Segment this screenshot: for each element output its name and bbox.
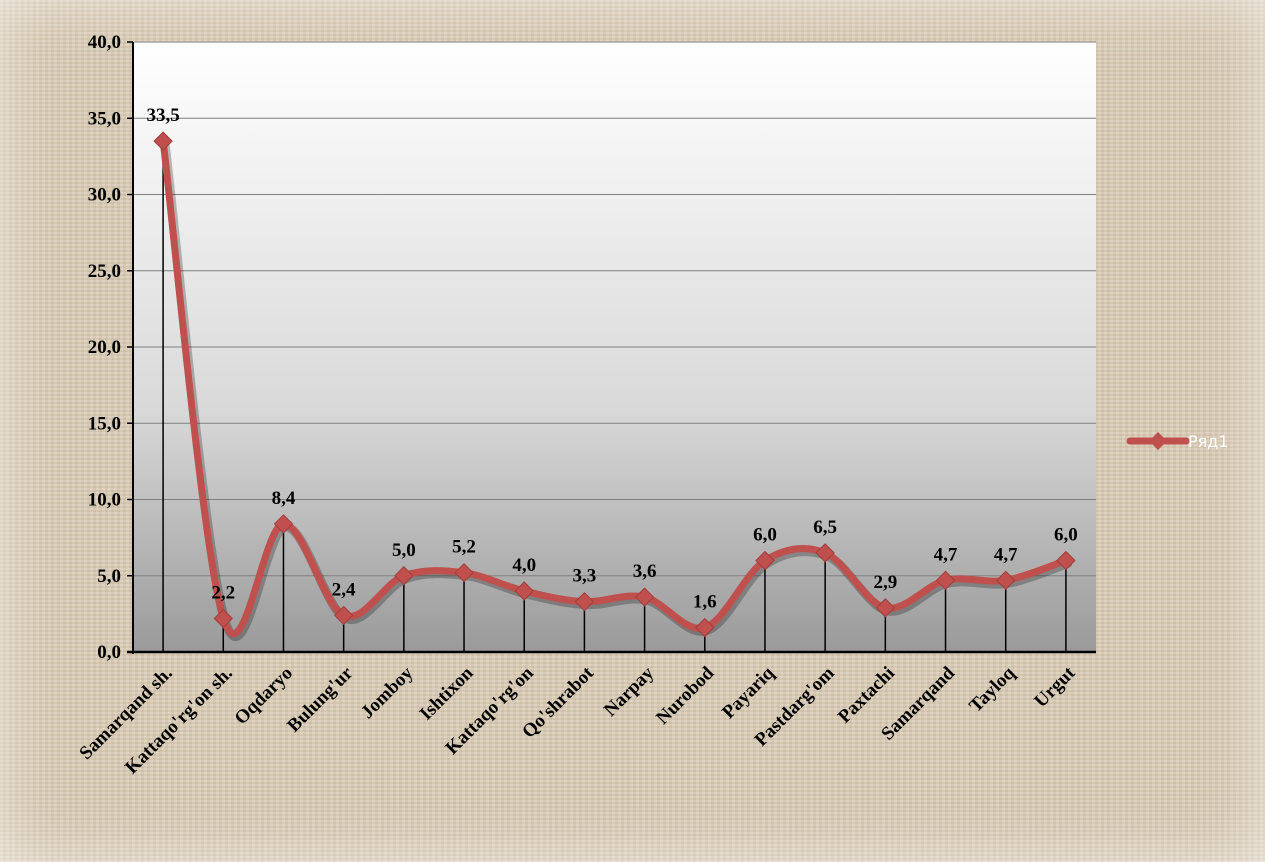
axes — [127, 41, 1096, 654]
data-point-marker — [755, 550, 775, 571]
x-tick-label: Payariq — [718, 662, 779, 723]
data-label: 5,2 — [452, 537, 476, 558]
legend-label: Ряд1 — [1188, 432, 1229, 451]
x-tick-label: Urgut — [1030, 662, 1080, 712]
data-label: 4,7 — [934, 544, 958, 565]
data-point-marker — [815, 543, 835, 563]
y-tick-label: 15,0 — [88, 413, 121, 434]
y-tick-label: 30,0 — [88, 185, 121, 206]
data-label: 6,0 — [1054, 525, 1078, 546]
data-label: 33,5 — [146, 105, 179, 126]
legend: Ряд1 — [1126, 432, 1229, 451]
grid-lines — [133, 41, 1096, 577]
data-point-marker — [153, 131, 173, 151]
data-label: 2,9 — [873, 572, 897, 593]
x-axis-ticks: Samarqand sh.Kattaqo'rg'on sh.OqdaryoBul… — [75, 662, 1080, 778]
data-point-marker — [634, 587, 655, 607]
data-point-marker — [454, 562, 474, 583]
x-tick-label: Ishtixon — [416, 662, 478, 724]
x-tick-label: Bulung'ur — [283, 662, 357, 736]
data-point-marker — [695, 617, 715, 638]
x-tick-label: Kattaqo'rg'on sh. — [121, 663, 237, 779]
y-tick-label: 10,0 — [88, 490, 121, 511]
data-label: 5,0 — [392, 540, 416, 561]
data-point-marker — [996, 570, 1016, 591]
series-markers — [153, 131, 1076, 638]
data-label: 1,6 — [693, 592, 717, 613]
legend-marker — [1149, 432, 1167, 450]
data-point-marker — [935, 570, 956, 591]
data-label: 8,4 — [272, 488, 296, 509]
data-point-marker — [1056, 550, 1076, 571]
x-tick-label: Nurobod — [652, 662, 718, 728]
data-point-marker — [394, 566, 414, 586]
data-label: 4,0 — [512, 555, 536, 576]
data-point-marker — [875, 598, 896, 618]
y-tick-label: 40,0 — [88, 32, 121, 53]
data-label: 3,3 — [573, 566, 597, 587]
data-point-marker — [213, 608, 233, 629]
data-label: 3,6 — [633, 561, 657, 582]
data-label: 6,5 — [813, 517, 837, 538]
y-axis-ticks: 0,0 5,0 10,0 15,0 20,0 25,0 30,0 35,0 40,0 — [88, 32, 121, 663]
y-tick-label: 25,0 — [88, 261, 121, 282]
y-tick-label: 5,0 — [97, 566, 121, 587]
drop-lines — [162, 141, 1067, 652]
data-label: 6,0 — [753, 525, 777, 546]
data-labels: 33,5 2,2 8,4 2,4 5,0 5,2 4,0 3,3 3,6 1,6 6,0 6,5 2,9… — [146, 105, 1077, 612]
data-point-marker — [273, 514, 294, 534]
data-label: 4,7 — [994, 544, 1018, 565]
data-label: 2,2 — [211, 582, 235, 603]
y-tick-label: 20,0 — [88, 337, 121, 358]
y-tick-label: 35,0 — [88, 108, 121, 129]
y-tick-label: 0,0 — [97, 642, 121, 663]
data-point-marker — [514, 581, 534, 601]
data-point-marker — [574, 591, 595, 612]
data-point-marker — [333, 605, 354, 626]
data-label: 2,4 — [332, 579, 356, 600]
x-tick-label: Narpay — [600, 662, 658, 720]
x-tick-label: Jomboy — [357, 662, 418, 723]
x-tick-label: Tayloq — [965, 662, 1019, 716]
